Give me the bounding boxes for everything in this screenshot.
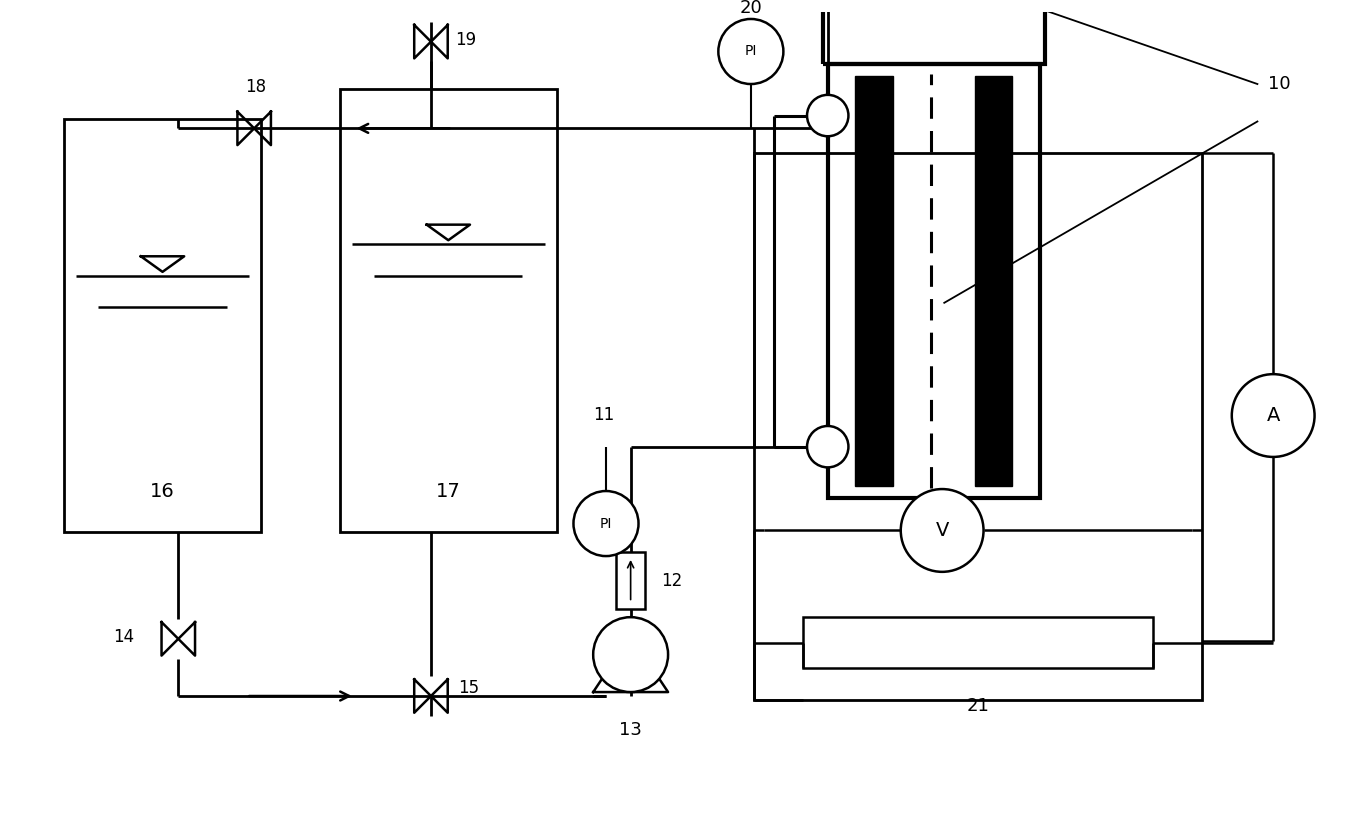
Text: 13: 13 [620,721,643,739]
Text: 16: 16 [150,481,175,501]
Circle shape [807,95,849,137]
Text: 21: 21 [967,697,990,715]
Bar [803,617,1153,668]
Text: 19: 19 [455,31,475,48]
Text: 20: 20 [740,0,762,17]
Circle shape [593,617,668,692]
Text: 10: 10 [1268,75,1290,93]
Text: 15: 15 [458,679,480,697]
Text: PI: PI [745,44,757,58]
Bar [827,64,1040,498]
Circle shape [718,19,784,84]
Circle shape [901,489,983,571]
Text: 18: 18 [245,78,267,96]
Bar [975,76,1012,486]
Text: PI: PI [599,516,612,531]
Bar [616,552,645,609]
Text: 17: 17 [436,481,461,501]
Bar [855,76,893,486]
Bar [823,0,1044,64]
Text: 11: 11 [594,407,614,424]
Text: 14: 14 [113,628,135,646]
Bar [339,89,556,532]
Text: V: V [935,521,948,540]
Circle shape [807,426,849,467]
Circle shape [1231,374,1315,457]
Bar [63,118,261,532]
Circle shape [574,491,638,556]
Bar [754,153,1203,700]
Text: A: A [1266,406,1280,425]
Text: 12: 12 [661,571,683,590]
